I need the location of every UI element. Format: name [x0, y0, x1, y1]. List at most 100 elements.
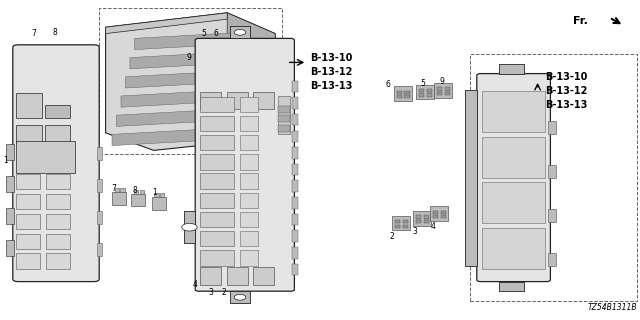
- Bar: [548, 165, 556, 178]
- Polygon shape: [121, 90, 236, 107]
- Text: 1: 1: [3, 156, 8, 164]
- Bar: [16, 194, 40, 209]
- Bar: [278, 125, 290, 132]
- Polygon shape: [134, 32, 250, 50]
- Bar: [200, 92, 221, 109]
- Bar: [433, 211, 438, 214]
- Text: 3: 3: [209, 288, 214, 297]
- Bar: [16, 234, 40, 249]
- Bar: [292, 131, 298, 142]
- Bar: [46, 194, 70, 209]
- Bar: [16, 214, 40, 229]
- Bar: [499, 64, 525, 74]
- Bar: [437, 92, 442, 95]
- Text: 4: 4: [430, 222, 435, 231]
- Bar: [292, 180, 298, 192]
- FancyBboxPatch shape: [13, 45, 99, 282]
- Bar: [16, 174, 40, 189]
- Bar: [445, 92, 450, 95]
- Bar: [16, 253, 40, 269]
- Bar: [278, 115, 290, 122]
- Bar: [499, 282, 525, 291]
- Polygon shape: [227, 13, 275, 138]
- Text: 5: 5: [201, 29, 206, 38]
- Polygon shape: [130, 51, 245, 69]
- Bar: [470, 54, 637, 301]
- Bar: [99, 8, 282, 154]
- Bar: [392, 216, 410, 230]
- Bar: [200, 173, 234, 189]
- Bar: [131, 194, 145, 206]
- Bar: [278, 106, 290, 113]
- Text: B-13-10
B-13-12
B-13-13: B-13-10 B-13-12 B-13-13: [545, 72, 588, 110]
- Bar: [200, 154, 234, 170]
- Bar: [424, 220, 429, 223]
- Bar: [445, 87, 450, 91]
- Polygon shape: [106, 13, 275, 150]
- Bar: [227, 92, 248, 109]
- Bar: [240, 116, 258, 131]
- Bar: [6, 176, 14, 192]
- Bar: [112, 192, 126, 205]
- Bar: [548, 122, 556, 134]
- Bar: [292, 197, 298, 209]
- Text: 9: 9: [186, 53, 191, 62]
- Text: 2: 2: [221, 288, 227, 297]
- Bar: [115, 188, 119, 192]
- Bar: [437, 87, 442, 91]
- Text: 4: 4: [193, 280, 198, 289]
- Bar: [46, 253, 70, 269]
- Bar: [16, 125, 42, 144]
- Bar: [160, 193, 164, 197]
- Bar: [200, 116, 234, 131]
- Bar: [416, 85, 434, 99]
- Circle shape: [234, 29, 246, 35]
- Bar: [152, 197, 166, 210]
- Bar: [200, 135, 234, 150]
- Text: 6: 6: [385, 80, 390, 89]
- Text: TZ54B1311B: TZ54B1311B: [587, 303, 637, 312]
- Polygon shape: [112, 128, 227, 146]
- Bar: [403, 225, 408, 228]
- Text: 1: 1: [152, 188, 157, 197]
- Bar: [427, 93, 432, 97]
- Bar: [434, 83, 452, 98]
- Bar: [292, 147, 298, 159]
- Bar: [230, 291, 250, 303]
- Bar: [200, 97, 234, 112]
- Bar: [430, 206, 448, 221]
- Bar: [548, 210, 556, 222]
- Bar: [253, 267, 274, 285]
- Text: 5: 5: [420, 79, 425, 88]
- Bar: [404, 95, 410, 98]
- Bar: [154, 193, 159, 197]
- Polygon shape: [116, 109, 232, 126]
- Bar: [97, 243, 102, 256]
- Bar: [482, 137, 545, 178]
- Text: 8: 8: [52, 28, 57, 36]
- Bar: [397, 95, 402, 98]
- Bar: [134, 190, 138, 194]
- Bar: [424, 215, 429, 219]
- Bar: [240, 135, 258, 150]
- Bar: [416, 220, 421, 223]
- Bar: [441, 215, 446, 218]
- Text: 6: 6: [214, 29, 219, 38]
- Bar: [46, 234, 70, 249]
- Bar: [184, 211, 195, 243]
- Bar: [482, 91, 545, 132]
- Bar: [45, 105, 70, 118]
- Bar: [413, 211, 431, 226]
- Bar: [441, 211, 446, 214]
- Bar: [292, 97, 298, 109]
- Bar: [240, 193, 258, 208]
- Bar: [395, 220, 400, 223]
- Text: B-13-10
B-13-12
B-13-13: B-13-10 B-13-12 B-13-13: [310, 53, 353, 91]
- Bar: [433, 215, 438, 218]
- Bar: [240, 97, 258, 112]
- Bar: [427, 89, 432, 92]
- Bar: [16, 92, 42, 118]
- Bar: [200, 231, 234, 246]
- Bar: [46, 214, 70, 229]
- Bar: [200, 250, 234, 266]
